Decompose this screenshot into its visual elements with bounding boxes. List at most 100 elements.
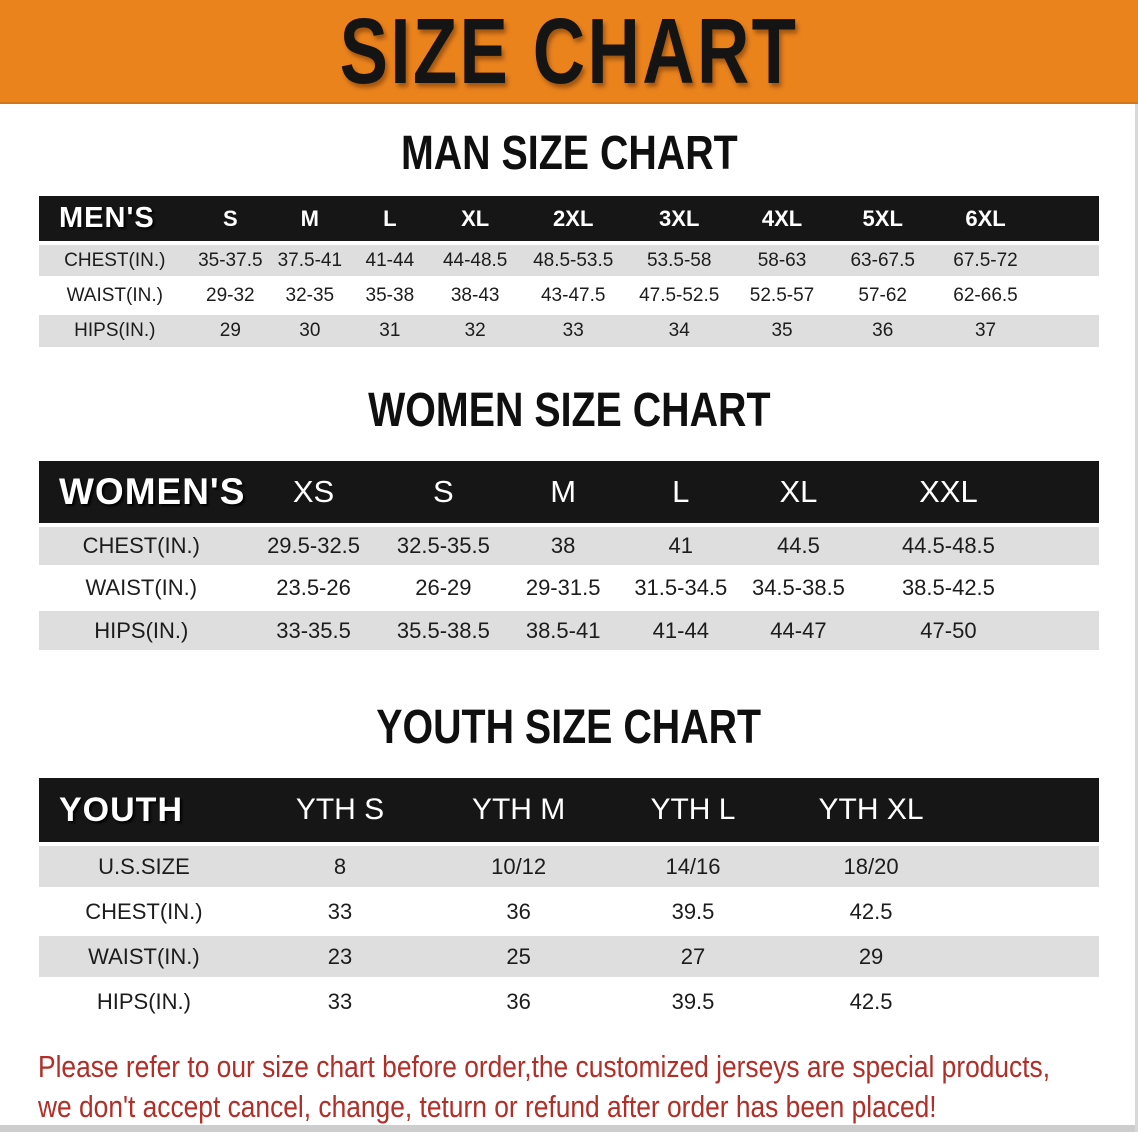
size-value-cell: 37 (933, 311, 1038, 349)
size-value-cell: 10/12 (431, 842, 607, 890)
size-column-header: M (503, 461, 624, 525)
table-row: WAIST(IN.) 23.5-26 26-29 29-31.5 31.5-34.5 34… (39, 565, 1099, 610)
size-value-cell: 38-43 (430, 276, 521, 314)
size-value-cell: 33 (520, 311, 627, 349)
size-value-cell: 23 (248, 932, 432, 980)
row-label: CHEST(IN.) (39, 523, 244, 568)
row-filler-cell (1038, 607, 1099, 652)
size-value-cell: 8 (248, 842, 432, 890)
table-row: WAIST(IN.) 23 25 27 29 (39, 932, 1099, 980)
row-label: CHEST(IN.) (39, 887, 249, 935)
size-value-cell: 41 (623, 523, 739, 568)
row-filler-cell (1037, 241, 1099, 279)
size-value-cell: 33-35.5 (243, 607, 384, 652)
size-value-cell: 44-48.5 (430, 241, 521, 279)
men-section: MAN SIZE CHART MEN'S S M L XL 2XL 3XL 4XL 5XL 6XL… (0, 104, 1138, 349)
size-column-header: YTH M (431, 778, 607, 844)
size-value-cell: 31.5-34.5 (623, 565, 739, 610)
size-value-cell: 58-63 (732, 241, 832, 279)
men-table-header-row: MEN'S S M L XL 2XL 3XL 4XL 5XL 6XL (39, 196, 1099, 243)
women-table-header-row: WOMEN'S XS S M L XL XXL (39, 461, 1099, 525)
row-label: HIPS(IN.) (39, 607, 244, 652)
size-column-header: XXL (858, 461, 1039, 525)
size-value-cell: 26-29 (383, 565, 504, 610)
size-value-cell: 34.5-38.5 (738, 565, 859, 610)
women-size-table: WOMEN'S XS S M L XL XXL CHEST(IN.) 29.5-32.5 32.… (39, 461, 1099, 652)
row-label: WAIST(IN.) (39, 276, 191, 314)
row-filler-cell (1037, 276, 1099, 314)
size-value-cell: 42.5 (779, 977, 963, 1025)
size-column-header: L (349, 196, 431, 243)
size-value-cell: 52.5-57 (732, 276, 832, 314)
size-value-cell: 29 (779, 932, 963, 980)
row-filler-cell (1037, 311, 1099, 349)
row-label: WAIST(IN.) (39, 565, 244, 610)
banner-title: SIZE CHART (339, 0, 799, 103)
size-column-header: YTH L (606, 778, 780, 844)
youth-section-heading: YOUTH SIZE CHART (0, 652, 1138, 778)
size-value-cell: 36 (831, 311, 934, 349)
size-value-cell: 35.5-38.5 (383, 607, 504, 652)
row-label: U.S.SIZE (39, 842, 249, 890)
size-value-cell: 14/16 (606, 842, 780, 890)
row-filler-cell (1038, 523, 1099, 568)
size-column-header: XL (430, 196, 521, 243)
right-edge-strip (1135, 104, 1138, 1132)
women-heading-text: WOMEN SIZE CHART (367, 384, 771, 437)
table-row: HIPS(IN.) 33 36 39.5 42.5 (39, 977, 1099, 1025)
row-filler-cell (962, 842, 1099, 890)
men-heading-text: MAN SIZE CHART (400, 127, 738, 180)
row-filler-cell (962, 887, 1099, 935)
size-value-cell: 62-66.5 (933, 276, 1038, 314)
row-label: HIPS(IN.) (39, 311, 191, 349)
banner: SIZE CHART (0, 0, 1138, 104)
size-value-cell: 41-44 (623, 607, 739, 652)
size-value-cell: 34 (626, 311, 733, 349)
header-filler-cell (1037, 196, 1099, 243)
size-value-cell: 44-47 (738, 607, 859, 652)
size-value-cell: 35-37.5 (190, 241, 271, 279)
size-column-header: L (623, 461, 739, 525)
size-value-cell: 32.5-35.5 (383, 523, 504, 568)
men-size-table: MEN'S S M L XL 2XL 3XL 4XL 5XL 6XL CHEST(IN.) 35-3… (39, 196, 1099, 349)
size-column-header: YTH S (248, 778, 432, 844)
size-value-cell: 29-32 (190, 276, 271, 314)
header-filler-cell (1038, 461, 1099, 525)
size-value-cell: 53.5-58 (626, 241, 733, 279)
size-value-cell: 43-47.5 (520, 276, 627, 314)
table-row: HIPS(IN.) 29 30 31 32 33 34 35 36 37 (39, 311, 1099, 349)
size-column-header: YTH XL (779, 778, 963, 844)
size-value-cell: 32 (430, 311, 521, 349)
table-row: HIPS(IN.) 33-35.5 35.5-38.5 38.5-41 41-44 44-… (39, 607, 1099, 652)
size-value-cell: 47.5-52.5 (626, 276, 733, 314)
size-value-cell: 48.5-53.5 (520, 241, 627, 279)
size-value-cell: 35-38 (349, 276, 431, 314)
size-value-cell: 29.5-32.5 (243, 523, 384, 568)
youth-section: YOUTH SIZE CHART YOUTH YTH S YTH M YTH L YTH… (0, 652, 1138, 1025)
size-value-cell: 36 (431, 977, 607, 1025)
size-value-cell: 25 (431, 932, 607, 980)
notice-line-2: we don't accept cancel, change, teturn o… (38, 1089, 937, 1124)
size-column-header: S (190, 196, 271, 243)
size-column-header: M (270, 196, 350, 243)
size-value-cell: 27 (606, 932, 780, 980)
size-column-header: 2XL (520, 196, 627, 243)
youth-heading-text: YOUTH SIZE CHART (376, 701, 762, 754)
size-value-cell: 47-50 (858, 607, 1039, 652)
size-value-cell: 30 (270, 311, 350, 349)
size-value-cell: 32-35 (270, 276, 350, 314)
table-row: CHEST(IN.) 33 36 39.5 42.5 (39, 887, 1099, 935)
size-column-header: S (383, 461, 504, 525)
size-value-cell: 42.5 (779, 887, 963, 935)
size-value-cell: 36 (431, 887, 607, 935)
size-value-cell: 33 (248, 887, 432, 935)
size-value-cell: 63-67.5 (831, 241, 934, 279)
footer-notice: Please refer to our size chart before or… (38, 1047, 1138, 1127)
table-row: CHEST(IN.) 29.5-32.5 32.5-35.5 38 41 44.5 44.5… (39, 523, 1099, 568)
table-title-cell: MEN'S (39, 196, 191, 243)
size-value-cell: 33 (248, 977, 432, 1025)
table-row: U.S.SIZE 8 10/12 14/16 18/20 (39, 842, 1099, 890)
size-value-cell: 38.5-42.5 (858, 565, 1039, 610)
size-value-cell: 38 (503, 523, 624, 568)
